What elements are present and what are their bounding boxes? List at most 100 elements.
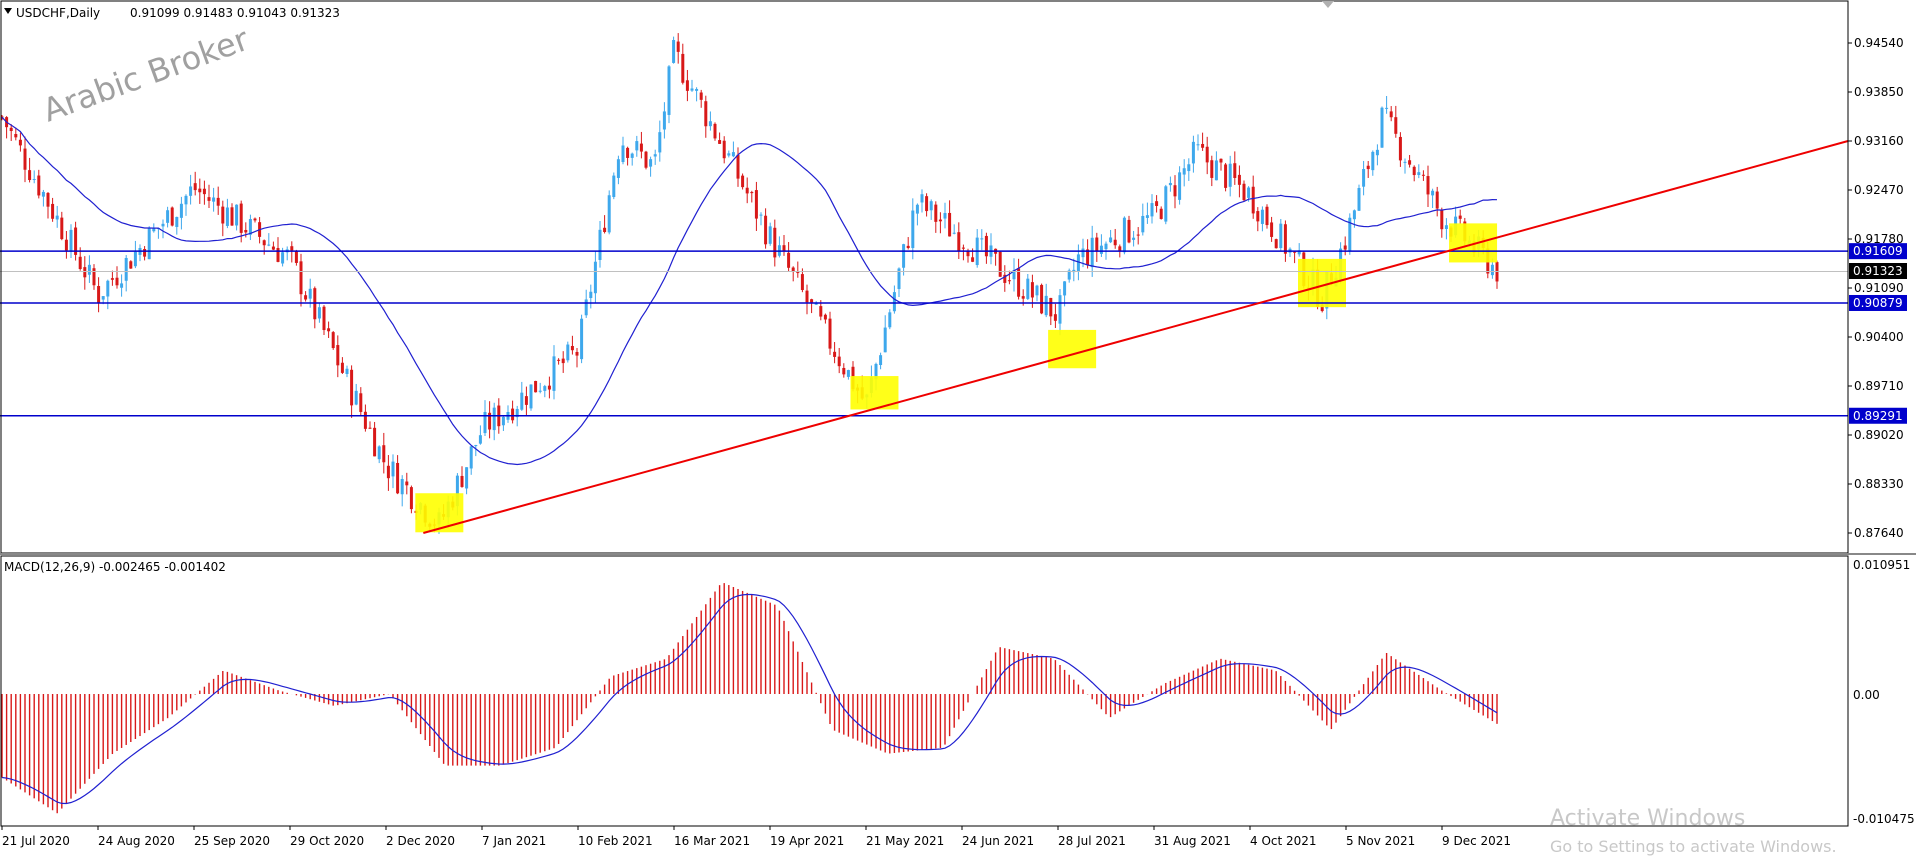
candle-body [1118,246,1122,251]
candle-body [1242,183,1246,201]
time-tick-label: 4 Oct 2021 [1250,834,1317,848]
time-tick-label: 28 Jul 2021 [1058,834,1126,848]
candle-body [676,41,680,52]
candle-body [83,267,87,278]
price-tick-label: 0.89020 [1854,428,1904,442]
candle-body [1426,176,1430,195]
level-label-box [1849,243,1907,260]
candle-body [1297,250,1301,255]
candle-body [1366,165,1370,170]
candle-body [1320,304,1324,312]
candle-body [584,299,588,316]
candle-body [1398,136,1402,161]
price-tick-label: 0.91780 [1854,232,1904,246]
candle-body [925,196,929,212]
candle-body [0,116,4,118]
candle-body [1035,285,1039,296]
candle-body [363,411,367,429]
candle-body [299,261,303,295]
candle-body [1012,270,1016,280]
candle-body [1040,284,1044,314]
candle-body [492,407,496,431]
candle-body [1256,211,1260,222]
candle-body [1293,251,1297,253]
chart-shift-icon[interactable] [1322,1,1334,8]
candle-body [331,332,335,349]
candle-body [1417,172,1421,176]
candle-body [980,238,984,240]
candle-body [1408,160,1412,165]
candle-body [340,362,344,373]
candle-body [294,251,298,263]
candle-body [1247,187,1251,198]
candle-body [1049,297,1053,317]
candle-body [704,101,708,127]
candle-body [1122,217,1126,253]
macd-axis: 0.010951 0.00 -0.010475 [1853,558,1915,826]
trendline[interactable] [423,140,1849,534]
candle-body [248,219,252,235]
candle-body [759,214,763,216]
current-price-label: 0.91323 [1849,263,1907,279]
price-tick-label: 0.93160 [1854,134,1904,148]
highlight-zone [1298,258,1346,308]
candle-body [773,227,777,258]
candle-body [846,370,850,377]
candle-body [796,272,800,274]
current-price-text: 0.91323 [1853,264,1903,278]
candle-body [1090,237,1094,268]
highlight-zone [1449,223,1498,263]
candle-body [1274,239,1278,249]
activate-windows-title: Activate Windows [1550,806,1745,831]
candle-body [1440,209,1444,230]
candle-body [166,210,170,223]
candle-body [653,154,657,157]
candle-body [1159,208,1163,219]
candle-body [1362,169,1366,187]
time-tick-label: 21 Jul 2020 [2,834,70,848]
candle-body [396,462,400,494]
candle-body [460,475,464,487]
time-tick-label: 10 Feb 2021 [578,834,653,848]
candle-body [598,229,602,260]
candle-body [828,318,832,349]
chart-header: USDCHF,Daily 0.91099 0.91483 0.91043 0.9… [4,6,340,20]
candle-body [1357,188,1361,211]
activate-windows-subtitle: Go to Settings to activate Windows. [1550,837,1837,856]
candle-body [1086,249,1090,266]
candle-body [1182,168,1186,175]
candle-body [800,274,804,290]
candle-body [731,152,735,157]
candle-body [699,92,703,100]
candle-body [377,446,381,460]
candle-body [1141,215,1145,233]
candle-body [354,390,358,405]
price-tick-label: 0.89710 [1854,379,1904,393]
menu-triangle-icon[interactable] [4,8,12,14]
candle-body [382,445,386,463]
price-tick-label: 0.94540 [1854,36,1904,50]
candle-body [971,257,975,262]
candle-body [1348,217,1352,251]
candle-body [198,188,202,193]
candle-body [455,475,459,507]
candle-body [78,256,82,270]
candle-body [644,151,648,168]
candle-body [101,296,105,300]
candle-body [1104,243,1108,250]
candle-body [133,251,137,267]
candle-body [235,204,239,226]
macd-tick-top: 0.010951 [1853,558,1910,572]
candle-body [1026,278,1030,299]
candle-body [409,487,413,510]
candle-body [1279,223,1283,249]
candle-body [1435,191,1439,209]
time-tick-label: 16 Mar 2021 [674,834,750,848]
time-tick-label: 29 Oct 2020 [290,834,364,848]
candle-body [1058,295,1062,324]
candle-body [1132,237,1136,240]
candle-body [175,216,179,227]
candle-body [1021,296,1025,299]
candle-body [373,427,377,457]
candle-body [1076,254,1080,272]
